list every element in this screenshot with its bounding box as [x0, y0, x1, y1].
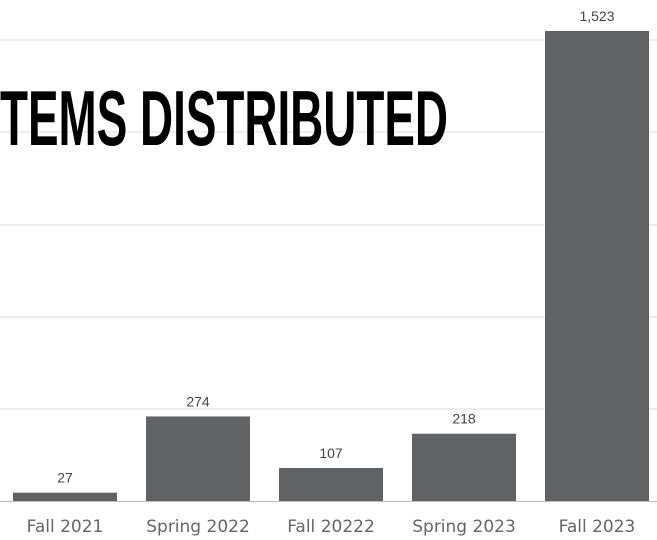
bar: [279, 467, 383, 501]
value-labels: 27 274 107 218 1,523: [57, 8, 615, 486]
bar: [13, 492, 117, 501]
category-tick-labels: Fall 2021 Spring 2022 Fall 20222 Spring 202…: [27, 517, 636, 537]
bar-value-label: 274: [186, 393, 210, 409]
category-tick-label: Spring 2022: [146, 517, 250, 537]
bar: [146, 416, 250, 501]
bar-value-label: 107: [319, 445, 343, 461]
chart-title: TEMS DISTRIBUTED: [0, 74, 448, 162]
bar: [412, 433, 516, 501]
category-tick-label: Fall 20222: [287, 517, 375, 537]
category-tick-label: Spring 2023: [412, 517, 516, 537]
bar-value-label: 218: [452, 411, 476, 427]
bars: [13, 31, 649, 502]
category-tick-label: Fall 2021: [27, 517, 104, 537]
category-tick-label: Fall 2023: [559, 517, 636, 537]
bar-value-label: 27: [57, 470, 73, 486]
bar: [545, 31, 649, 502]
bar-value-label: 1,523: [579, 8, 614, 24]
